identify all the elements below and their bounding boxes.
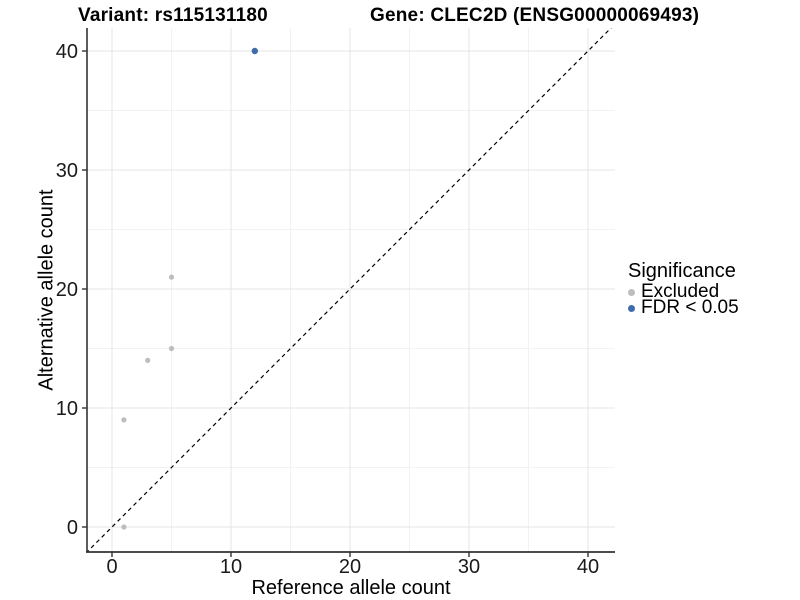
y-tick-label: 20: [56, 279, 78, 301]
data-point-excluded: [145, 357, 151, 363]
data-point-excluded: [121, 524, 127, 530]
y-tick-label: 10: [56, 398, 78, 420]
legend-swatch-fdr-icon: [628, 304, 635, 312]
y-tick-label: 40: [56, 41, 78, 63]
legend-item-excluded: Excluded: [628, 281, 739, 302]
x-tick-label: 0: [106, 556, 117, 578]
x-tick-label: 30: [458, 556, 480, 578]
x-tick-label: 40: [577, 556, 599, 578]
y-tick-label: 0: [67, 517, 78, 539]
legend-label-fdr: FDR < 0.05: [641, 297, 739, 318]
plot-title-gene: Gene: CLEC2D (ENSG00000069493): [370, 5, 700, 26]
data-point-excluded: [121, 417, 127, 423]
identity-line: [87, 28, 612, 552]
x-tick-label: 10: [220, 556, 242, 578]
x-axis-title: Reference allele count: [251, 577, 451, 599]
legend-swatch-excluded-icon: [628, 288, 635, 296]
data-point-excluded: [168, 345, 175, 352]
legend-title: Significance: [628, 260, 736, 282]
y-axis-title: Alternative allele count: [35, 189, 58, 391]
legend-label-excluded: Excluded: [641, 281, 720, 302]
legend-item-fdr: FDR < 0.05: [628, 297, 739, 318]
data-point-fdr-0-05: [251, 47, 258, 55]
legend: Significance Excluded FDR < 0.05: [628, 260, 739, 318]
x-tick-label: 20: [339, 556, 361, 578]
plot-title-variant: Variant: rs115131180: [78, 5, 268, 26]
data-point-excluded: [168, 274, 175, 280]
y-tick-label: 30: [56, 160, 78, 182]
